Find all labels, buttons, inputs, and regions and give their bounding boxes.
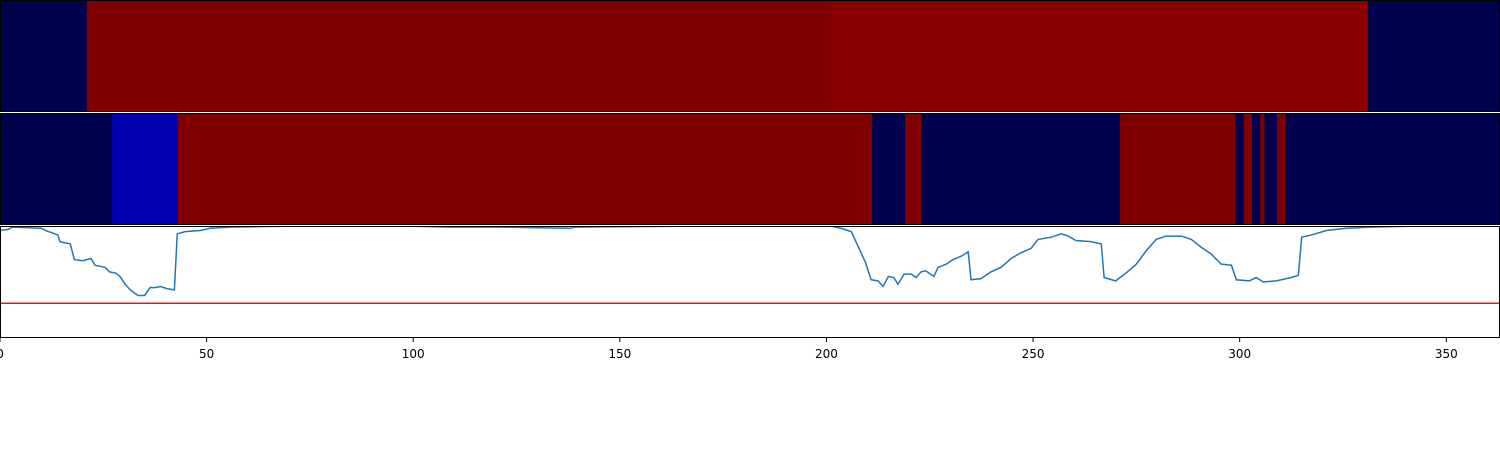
heat-cell xyxy=(904,113,922,225)
heat-cell xyxy=(1276,113,1286,225)
x-tick-label: 300 xyxy=(1228,347,1251,361)
heat-cell xyxy=(86,0,832,112)
x-tick-label: 350 xyxy=(1435,347,1458,361)
x-tick-label: 200 xyxy=(815,347,838,361)
x-tick-label: 0 xyxy=(0,347,4,361)
heat-cell xyxy=(1260,113,1265,225)
heat-cell xyxy=(921,113,1121,225)
heat-cell xyxy=(830,0,1369,112)
heat-cell xyxy=(1264,113,1278,225)
x-tick-label: 100 xyxy=(402,347,425,361)
heat-cell xyxy=(0,113,113,225)
x-tick-label: 50 xyxy=(199,347,214,361)
heat-cell xyxy=(1367,0,1500,112)
heat-cell xyxy=(177,113,873,225)
x-tick-label: 150 xyxy=(608,347,631,361)
heat-cell xyxy=(1235,113,1245,225)
heat-cell xyxy=(1252,113,1261,225)
panel-frame xyxy=(0,226,1500,338)
x-tick-label: 250 xyxy=(1022,347,1045,361)
heat-cell xyxy=(871,113,906,225)
heat-cell xyxy=(1285,113,1500,225)
heat-cell xyxy=(111,113,179,225)
heat-cell xyxy=(0,0,88,112)
line-series xyxy=(0,226,1500,297)
heat-cell xyxy=(1119,113,1237,225)
heat-cell xyxy=(1243,113,1253,225)
